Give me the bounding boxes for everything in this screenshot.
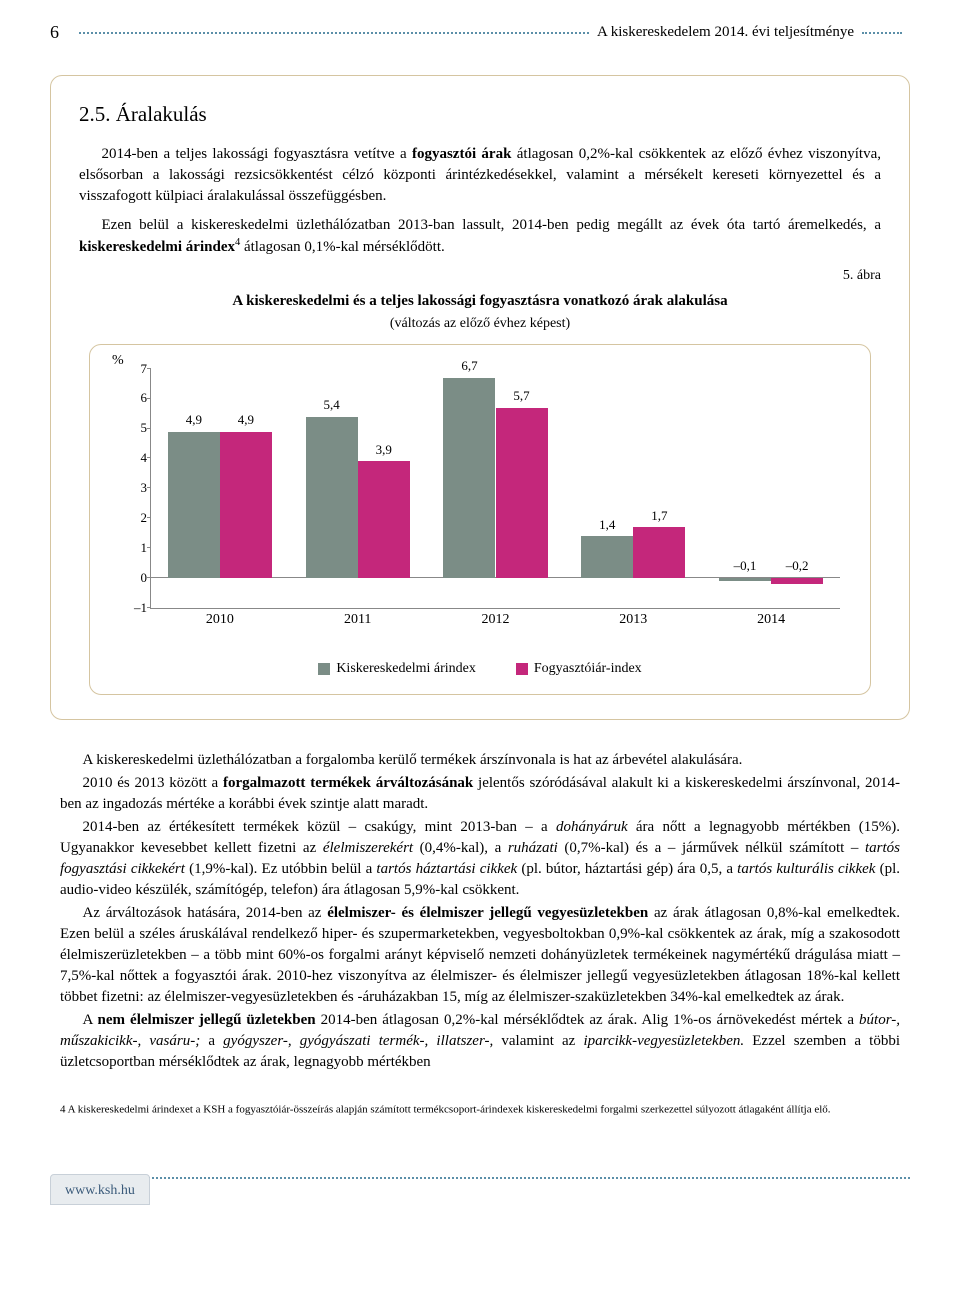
chart-subtitle: (változás az előző évhez képest): [79, 314, 881, 334]
bar: [220, 432, 272, 578]
bar-value-label: 3,9: [358, 441, 410, 459]
legend-item-0: Kiskereskedelmi árindex: [318, 659, 476, 679]
ytick-label: 5: [117, 419, 147, 437]
bar: [168, 432, 220, 578]
body-p1: A kiskereskedelmi üzlethálózatban a forg…: [60, 750, 900, 771]
page-number: 6: [50, 20, 59, 45]
xtick-label: 2013: [564, 610, 702, 630]
header-dots-right: [862, 32, 902, 34]
body-p4: Az árváltozások hatására, 2014-ben az él…: [60, 903, 900, 1008]
ytick-label: 6: [117, 390, 147, 408]
footer-dots: [140, 1177, 910, 1179]
section-para-1: 2014-ben a teljes lakossági fogyasztásra…: [79, 144, 881, 207]
chart-legend: Kiskereskedelmi árindex Fogyasztóiár-ind…: [110, 659, 850, 679]
legend-label-0: Kiskereskedelmi árindex: [336, 659, 476, 679]
bar: [443, 378, 495, 578]
section-para-2: Ezen belül a kiskereskedelmi üzlethálóza…: [79, 215, 881, 258]
bar: [719, 578, 771, 581]
bar-value-label: 4,9: [168, 411, 220, 429]
bar-value-label: 5,4: [306, 396, 358, 414]
page-footer: www.ksh.hu: [50, 1177, 910, 1217]
legend-label-1: Fogyasztóiár-index: [534, 659, 642, 679]
bar-value-label: 6,7: [443, 357, 495, 375]
chart-title: A kiskereskedelmi és a teljes lakossági …: [79, 291, 881, 312]
bar: [633, 527, 685, 578]
bar-value-label: –0,1: [719, 557, 771, 575]
section-box: 2.5. Áralakulás 2014-ben a teljes lakoss…: [50, 75, 910, 720]
bar: [581, 536, 633, 578]
ytick-label: 1: [117, 539, 147, 557]
page-header: 6 A kiskereskedelem 2014. évi teljesítmé…: [50, 0, 910, 55]
legend-item-1: Fogyasztóiár-index: [516, 659, 642, 679]
body-p2: 2010 és 2013 között a forgalmazott termé…: [60, 773, 900, 815]
section-title: 2.5. Áralakulás: [79, 100, 881, 129]
figure-label: 5. ábra: [79, 266, 881, 286]
ytick-label: –1: [117, 599, 147, 617]
bar: [358, 461, 410, 578]
body-p5: A nem élelmiszer jellegű üzletekben 2014…: [60, 1010, 900, 1073]
bar-value-label: 5,7: [496, 387, 548, 405]
ytick-label: 7: [117, 360, 147, 378]
footer-link[interactable]: www.ksh.hu: [50, 1174, 150, 1206]
bar: [306, 417, 358, 578]
footnote: 4 A kiskereskedelmi árindexet a KSH a fo…: [60, 1101, 900, 1117]
ytick-label: 3: [117, 479, 147, 497]
header-dots: [79, 32, 589, 34]
chart-area: % –10123456720104,94,920115,43,920126,75…: [110, 359, 850, 639]
chart-plot: –10123456720104,94,920115,43,920126,75,7…: [150, 369, 840, 609]
xtick-label: 2012: [427, 610, 565, 630]
bar: [496, 408, 548, 578]
body-block: A kiskereskedelmi üzlethálózatban a forg…: [60, 750, 900, 1073]
header-title: A kiskereskedelem 2014. évi teljesítmény…: [597, 22, 854, 43]
bar-value-label: 4,9: [220, 411, 272, 429]
bar-value-label: 1,7: [633, 507, 685, 525]
xtick-label: 2010: [151, 610, 289, 630]
bar-value-label: 1,4: [581, 516, 633, 534]
ytick-label: 2: [117, 509, 147, 527]
xtick-label: 2014: [702, 610, 840, 630]
bar: [771, 578, 823, 584]
body-p3: 2014-ben az értékesített termékek közül …: [60, 817, 900, 901]
ytick-label: 0: [117, 569, 147, 587]
xtick-label: 2011: [289, 610, 427, 630]
bar-value-label: –0,2: [771, 557, 823, 575]
legend-swatch-0: [318, 663, 330, 675]
chart-frame: % –10123456720104,94,920115,43,920126,75…: [89, 344, 871, 696]
ytick-label: 4: [117, 449, 147, 467]
legend-swatch-1: [516, 663, 528, 675]
